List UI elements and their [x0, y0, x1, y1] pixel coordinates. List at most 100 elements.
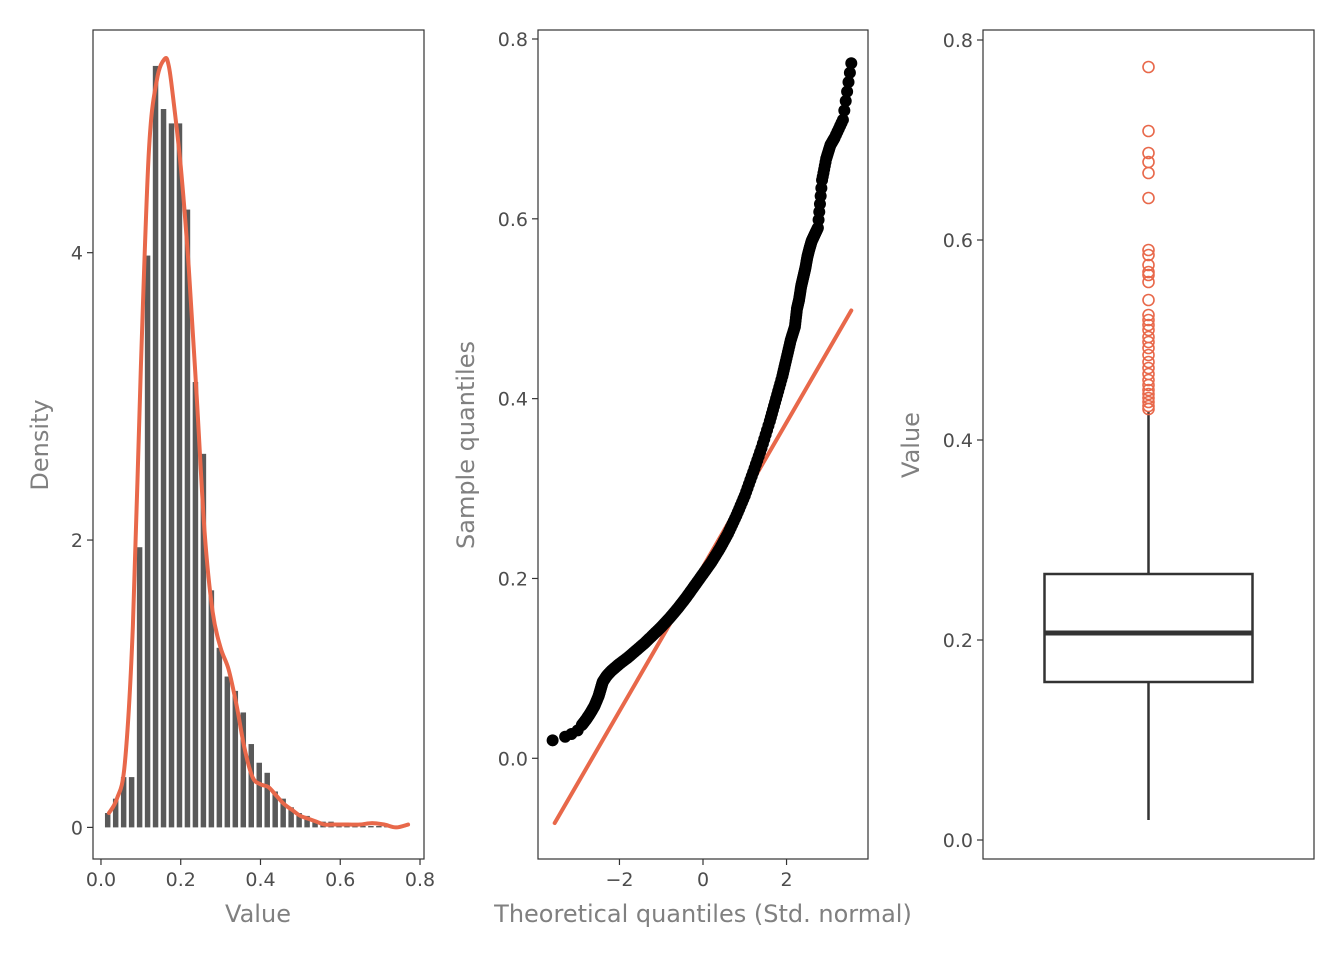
- boxplot-outlier: [1142, 378, 1155, 392]
- boxplot-outliers: [1142, 60, 1155, 416]
- boxplot-plot-frame: [982, 29, 1315, 860]
- histogram-bar: [360, 825, 366, 828]
- histogram-bar: [272, 791, 278, 828]
- histogram-bar: [192, 382, 199, 828]
- boxplot-outlier: [1142, 146, 1155, 160]
- qq-point: [841, 85, 854, 98]
- qq-point: [836, 113, 849, 126]
- density-curve: [106, 56, 411, 830]
- histogram-bar: [176, 123, 183, 828]
- histogram-bar: [168, 123, 175, 828]
- boxplot-outlier: [1142, 191, 1155, 205]
- histogram-x-axis-title: Value: [225, 900, 291, 928]
- histogram-x-tick-label: 0.0: [86, 869, 116, 891]
- histogram-bar: [304, 815, 310, 828]
- qq-points: [546, 57, 858, 747]
- histogram-bar: [376, 825, 382, 828]
- histogram-bar: [160, 109, 167, 828]
- boxplot-outlier: [1142, 383, 1155, 397]
- histogram-bar: [104, 813, 111, 828]
- histogram-bar: [216, 647, 223, 828]
- qq-point: [843, 66, 856, 79]
- boxplot-y-tick-label: 0.2: [943, 630, 973, 652]
- histogram-bars: [104, 65, 406, 828]
- boxplot-box: [1043, 572, 1254, 684]
- boxplot-outlier: [1142, 268, 1155, 282]
- boxplot-y-axis-title: Value: [897, 412, 925, 478]
- boxplot-outlier: [1142, 60, 1155, 74]
- histogram-y-tick-label: 4: [71, 243, 83, 265]
- boxplot-outlier: [1142, 361, 1155, 375]
- histogram-bar: [280, 798, 286, 828]
- histogram-bar: [200, 453, 207, 828]
- qq-point: [839, 95, 852, 108]
- boxplot-y-tick-label: 0.8: [943, 30, 973, 52]
- histogram-bar: [296, 813, 302, 828]
- histogram-x-tick-label: 0.2: [166, 869, 196, 891]
- histogram-bar: [312, 820, 318, 828]
- histogram-bar: [136, 547, 143, 828]
- histogram-panel: 0.0 0.2 0.4 0.6 0.8 0 2 4 Value Density: [26, 29, 435, 928]
- qq-point: [845, 57, 858, 70]
- boxplot-y-tick-label: 0.0: [943, 830, 973, 852]
- qq-x-tick-label: −2: [605, 869, 633, 891]
- histogram-bar: [232, 690, 239, 828]
- qq-y-tick-label: 0.4: [498, 389, 528, 411]
- qq-y-tick-label: 0.6: [498, 209, 528, 231]
- boxplot-outlier: [1142, 243, 1155, 257]
- histogram-bar: [288, 807, 294, 828]
- boxplot-outlier: [1142, 395, 1155, 409]
- histogram-y-tick-label: 2: [71, 530, 83, 552]
- boxplot-outlier: [1142, 348, 1155, 362]
- histogram-bar: [352, 825, 358, 828]
- histogram-bar: [152, 65, 159, 828]
- histogram-y-tick-label: 0: [71, 817, 83, 839]
- boxplot-outlier: [1142, 318, 1155, 332]
- boxplot-outlier: [1142, 313, 1155, 327]
- boxplot-outlier: [1142, 124, 1155, 138]
- qq-y-axis-title: Sample quantiles: [452, 341, 480, 549]
- histogram-bar: [368, 825, 374, 828]
- histogram-bar: [184, 209, 191, 828]
- boxplot-outlier: [1142, 323, 1155, 337]
- histogram-y-axis-title: Density: [26, 399, 54, 490]
- histogram-plot-frame: [92, 29, 425, 860]
- boxplot-outlier: [1142, 258, 1155, 272]
- histogram-bar: [128, 777, 135, 828]
- histogram-bar: [264, 772, 270, 828]
- boxplot-outlier: [1142, 402, 1155, 416]
- histogram-bar: [248, 744, 255, 828]
- histogram-bar: [120, 777, 127, 828]
- boxplot-outlier: [1142, 373, 1155, 387]
- qq-point: [546, 734, 559, 747]
- qq-y-tick-label: 0.8: [498, 29, 528, 51]
- histogram-x-tick-label: 0.8: [405, 869, 435, 891]
- qq-plot-frame: [537, 29, 869, 860]
- boxplot-body: [1043, 412, 1254, 820]
- histogram-x-tick-label: 0.6: [325, 869, 355, 891]
- qq-x-tick-label: 0: [697, 869, 709, 891]
- qq-point: [842, 76, 855, 89]
- histogram-bar: [112, 798, 119, 828]
- histogram-x-tick-label: 0.4: [245, 869, 275, 891]
- boxplot-panel: 0.0 0.2 0.4 0.6 0.8 Value: [897, 29, 1315, 860]
- histogram-bar: [208, 590, 215, 828]
- qq-y-tick-label: 0.0: [498, 748, 528, 770]
- histogram-bar: [224, 676, 231, 828]
- boxplot-outlier: [1142, 248, 1155, 262]
- boxplot-outlier: [1142, 341, 1155, 355]
- boxplot-outlier: [1142, 335, 1155, 349]
- qq-x-axis-title: Theoretical quantiles (Std. normal): [493, 900, 912, 928]
- qq-point: [838, 104, 851, 117]
- qq-y-tick-label: 0.2: [498, 568, 528, 590]
- boxplot-y-ticks: 0.0 0.2 0.4 0.6 0.8: [943, 30, 983, 852]
- boxplot-outlier: [1142, 166, 1155, 180]
- histogram-bar: [240, 712, 247, 828]
- boxplot-outlier: [1142, 387, 1155, 401]
- boxplot-outlier: [1142, 275, 1155, 289]
- histogram-bar: [256, 762, 262, 828]
- qq-panel: −2 0 2 0.0 0.2 0.4 0.6 0.8 Theoretical quantil…: [452, 29, 912, 928]
- histogram-y-ticks: 0 2 4: [71, 243, 93, 839]
- boxplot-outlier: [1142, 355, 1155, 369]
